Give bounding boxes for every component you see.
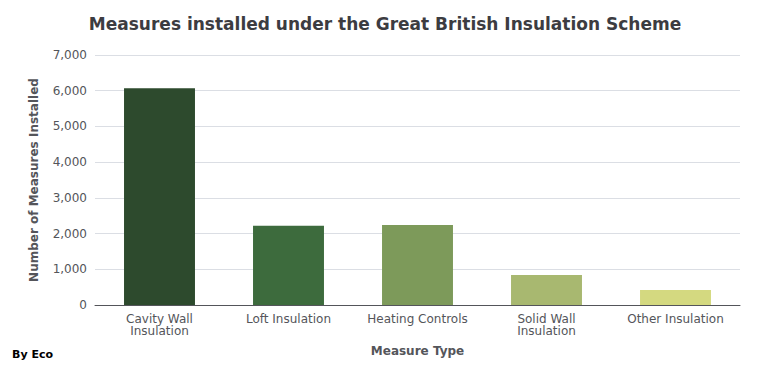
svg-text:5,000: 5,000 — [53, 119, 87, 133]
svg-text:Loft Insulation: Loft Insulation — [246, 312, 331, 326]
svg-text:Measures installed under the G: Measures installed under the Great Briti… — [89, 14, 681, 34]
svg-text:4,000: 4,000 — [53, 155, 87, 169]
svg-text:3,000: 3,000 — [53, 191, 87, 205]
svg-text:1,000: 1,000 — [53, 262, 87, 276]
svg-text:Other Insulation: Other Insulation — [627, 312, 724, 326]
svg-text:6,000: 6,000 — [53, 84, 87, 98]
svg-text:Solid Wall: Solid Wall — [517, 312, 576, 326]
svg-text:By Eco: By Eco — [12, 348, 53, 361]
svg-text:Measure Type: Measure Type — [371, 344, 464, 358]
svg-text:Heating Controls: Heating Controls — [367, 312, 467, 326]
svg-text:Insulation: Insulation — [130, 324, 189, 338]
svg-text:Insulation: Insulation — [517, 324, 576, 338]
svg-text:0: 0 — [79, 298, 87, 312]
svg-text:Number of Measures Installed: Number of Measures Installed — [27, 78, 41, 282]
svg-text:Cavity Wall: Cavity Wall — [126, 312, 193, 326]
svg-text:2,000: 2,000 — [53, 227, 87, 241]
svg-text:7,000: 7,000 — [53, 48, 87, 62]
